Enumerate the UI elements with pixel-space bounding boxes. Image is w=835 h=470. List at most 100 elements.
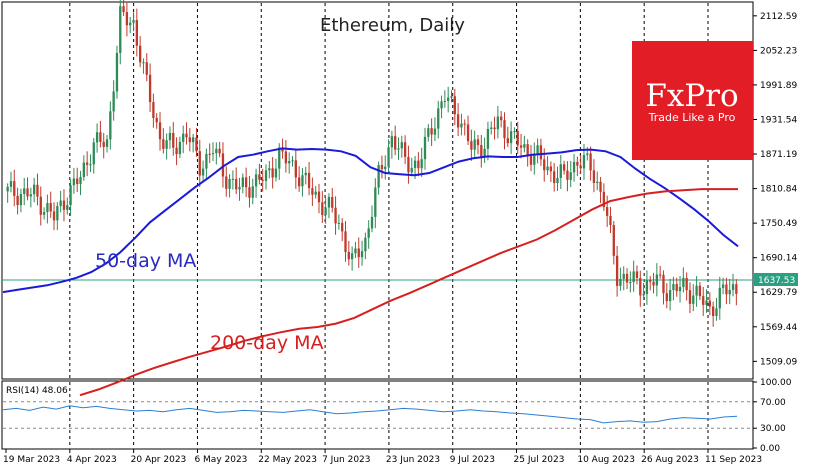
rsi-axis: 100.00 70.00 30.00 0.00 <box>753 378 792 454</box>
candle <box>427 124 430 142</box>
candle <box>76 167 79 192</box>
candle <box>235 167 238 195</box>
candle <box>509 121 513 155</box>
candle <box>26 177 29 201</box>
date-tick: 19 Mar 2023 <box>3 455 60 465</box>
candle <box>513 127 516 140</box>
current-price-label: 1637.53 <box>758 276 795 286</box>
candle <box>62 189 66 222</box>
candle <box>456 103 460 137</box>
main-plot-frame <box>1 1 754 380</box>
candle <box>516 121 519 155</box>
candle <box>447 86 450 113</box>
candle <box>360 240 364 266</box>
candle <box>483 137 486 163</box>
rsi-tick: 100.00 <box>760 378 792 388</box>
candle <box>559 154 562 190</box>
price-tick: 1931.54 <box>760 115 797 125</box>
chart-title: Ethereum, Daily <box>320 15 465 36</box>
candle <box>579 155 582 175</box>
candle <box>241 173 244 194</box>
candle <box>112 80 115 121</box>
candle <box>655 263 659 297</box>
candle <box>529 144 533 172</box>
candle <box>731 273 735 297</box>
rsi-tick: 30.00 <box>760 424 786 434</box>
date-tick: 4 Apr 2023 <box>67 455 117 465</box>
candle <box>191 133 195 153</box>
svg-text:Trade Like a Pro: Trade Like a Pro <box>648 111 736 124</box>
candle <box>460 113 463 136</box>
candle <box>244 167 248 198</box>
candle <box>211 142 215 162</box>
candle <box>72 167 76 194</box>
candle <box>344 221 347 262</box>
candle <box>357 237 360 268</box>
price-tick: 1871.19 <box>760 150 797 160</box>
date-tick: 7 Jun 2023 <box>322 455 370 465</box>
candle <box>102 133 105 159</box>
candle <box>503 112 506 150</box>
candle <box>728 278 731 305</box>
candle <box>354 241 357 258</box>
date-tick: 23 Jun 2023 <box>386 455 440 465</box>
candle <box>453 88 456 126</box>
candle <box>589 146 592 181</box>
candle <box>546 156 549 175</box>
candle <box>172 121 175 156</box>
candle <box>649 276 652 291</box>
candle <box>562 160 566 175</box>
candle <box>423 127 427 170</box>
candle <box>52 202 56 231</box>
date-tick: 10 Aug 2023 <box>577 455 635 465</box>
candle <box>142 58 145 74</box>
candle <box>403 135 407 165</box>
candle <box>364 232 367 260</box>
candle <box>138 36 142 68</box>
candle <box>188 128 191 152</box>
candle <box>324 197 327 224</box>
ma200-line <box>79 188 738 397</box>
candle <box>32 177 36 203</box>
candle <box>99 120 102 148</box>
candle <box>612 221 615 265</box>
candle <box>178 136 182 158</box>
candle <box>13 169 16 207</box>
candle <box>218 141 221 158</box>
rsi-grid <box>3 401 752 429</box>
ma50-line <box>2 147 739 294</box>
candle <box>231 170 235 190</box>
candle <box>721 277 725 295</box>
candle <box>291 155 294 167</box>
candle <box>572 153 576 182</box>
candle <box>56 202 59 231</box>
candle <box>397 137 400 160</box>
date-tick: 6 May 2023 <box>194 455 247 465</box>
candle <box>394 125 397 156</box>
candle <box>486 121 490 161</box>
candle <box>430 118 433 147</box>
price-tick: 1991.89 <box>760 81 797 91</box>
candle <box>592 159 596 193</box>
candle <box>82 155 85 181</box>
candle <box>115 45 119 99</box>
candle <box>49 191 52 218</box>
candle <box>195 127 198 157</box>
candle <box>198 139 201 187</box>
candle <box>599 177 602 204</box>
candle <box>480 134 483 168</box>
rsi-line <box>2 405 738 424</box>
date-tick: 25 Jul 2023 <box>514 455 565 465</box>
candle <box>500 111 503 128</box>
rsi-panel-frame <box>1 380 754 450</box>
candle <box>367 220 370 249</box>
candle <box>46 194 49 224</box>
date-tick: 20 Apr 2023 <box>131 455 187 465</box>
candle <box>711 301 715 327</box>
candle <box>645 270 649 305</box>
candle <box>692 284 695 312</box>
candle <box>135 8 138 57</box>
candle <box>85 151 89 177</box>
candle <box>175 137 178 166</box>
